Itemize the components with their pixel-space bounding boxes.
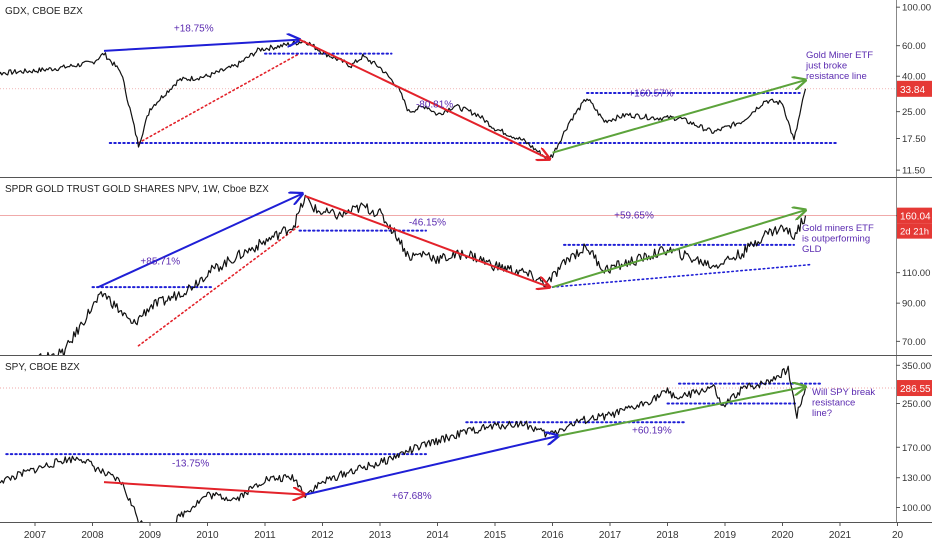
trend-arrow — [305, 436, 558, 496]
note-line: Gold Miner ETF — [806, 50, 873, 61]
arrow-label: -13.75% — [172, 458, 209, 469]
last-price-bg — [897, 380, 932, 397]
arrow-label: -46.15% — [409, 218, 446, 229]
x-tick-label: 2015 — [484, 530, 507, 541]
y-tick-label: 170.00 — [902, 443, 931, 454]
y-tick-label: 250.00 — [902, 399, 931, 410]
last-price-badge: 160.04 2d 21h — [897, 207, 932, 239]
y-tick-label: 100.00 — [902, 3, 931, 14]
x-tick-label: 2017 — [599, 530, 622, 541]
y-tick-label: 17.50 — [902, 134, 926, 145]
trend-dotted-line — [551, 263, 813, 288]
last-price-value: 33.84 — [900, 85, 925, 96]
plot-area — [38, 194, 813, 355]
note-line: is outperforming — [802, 234, 870, 245]
x-tick-label: 2009 — [139, 530, 162, 541]
note-text: Gold miners ETF is outperforming GLD — [802, 223, 874, 255]
x-tick-label: 2010 — [196, 530, 219, 541]
x-tick-label: 2020 — [771, 530, 794, 541]
trend-dotted-line — [137, 224, 301, 347]
y-tick-label: 130.00 — [902, 473, 931, 484]
y-tick-label: 110.00 — [902, 268, 930, 279]
x-tick-label: 2014 — [426, 530, 449, 541]
note-line: Will SPY break — [812, 387, 875, 398]
last-price-value: 160.04 — [900, 212, 931, 223]
trend-arrow — [552, 210, 806, 289]
y-tick-label: 70.00 — [902, 337, 926, 348]
x-tick-label: 2011 — [254, 530, 276, 541]
last-price-bg — [897, 207, 932, 224]
trend-arrow — [558, 387, 805, 437]
panel-title: SPDR GOLD TRUST GOLD SHARES NPV, 1W, Cbo… — [5, 184, 269, 195]
note-line: resistance line — [806, 71, 867, 82]
trend-arrow — [103, 481, 305, 494]
note-line: Gold miners ETF — [802, 223, 874, 234]
note-line: just broke — [805, 61, 847, 72]
trend-arrow — [299, 38, 550, 160]
panel-title: SPY, CBOE BZX — [5, 362, 80, 373]
x-tick-label: 2021 — [829, 530, 852, 541]
x-tick-label: 2008 — [81, 530, 104, 541]
panel-title: GDX, CBOE BZX — [5, 6, 83, 17]
x-tick-label: 2013 — [369, 530, 392, 541]
panel-3: 350.00 250.00 170.00 130.00 100.00 SPY, CBOE … — [0, 356, 932, 523]
price-series — [0, 40, 807, 159]
y-tick-label: 11.50 — [902, 166, 925, 177]
trend-arrow — [304, 195, 549, 287]
arrow-label: +59.65% — [614, 211, 654, 222]
x-tick-label: 2018 — [656, 530, 679, 541]
note-line: resistance — [812, 398, 855, 409]
y-tick-label: 40.00 — [902, 72, 926, 83]
y-tick-label: 100.00 — [902, 503, 931, 514]
last-price-badge: 33.84 — [897, 80, 932, 97]
y-tick-label: 60.00 — [902, 41, 926, 52]
arrow-label: +85.71% — [140, 256, 180, 267]
note-text: Will SPY break resistance line? — [812, 387, 875, 419]
x-tick-label: 2019 — [714, 530, 737, 541]
note-text: Gold Miner ETF just broke resistance line — [805, 50, 873, 82]
x-tick-label: 2012 — [311, 530, 334, 541]
x-tick-label: 20 — [892, 530, 904, 541]
plot-area — [0, 365, 824, 522]
y-tick-label: 90.00 — [902, 299, 926, 310]
arrow-label: +160.57% — [628, 88, 673, 99]
panel-1: 100.00 60.00 40.00 25.00 17.50 11.50 GDX, CBOE… — [0, 0, 932, 178]
trend-arrow — [552, 80, 806, 154]
note-line: GLD — [802, 244, 822, 255]
countdown-bg — [897, 223, 932, 239]
price-series — [0, 365, 807, 522]
x-tick-label: 2016 — [541, 530, 564, 541]
arrow-label: +67.68% — [392, 491, 432, 502]
countdown-value: 2d 21h — [900, 227, 929, 238]
x-tick-label: 2007 — [24, 530, 47, 541]
note-line: line? — [812, 408, 832, 419]
arrow-label: +60.19% — [632, 425, 672, 436]
y-tick-label: 25.00 — [902, 107, 926, 118]
trend-arrow — [103, 40, 300, 52]
arrow-label: -80.81% — [416, 99, 453, 110]
plot-area — [0, 40, 839, 159]
last-price-bg — [897, 80, 932, 97]
x-axis: 2007 2008 2009 2010 2011 2012 2013 2014 2015 2016… — [0, 522, 932, 541]
trend-dotted-line — [137, 52, 301, 144]
price-series — [38, 194, 807, 355]
y-tick-label: 350.00 — [902, 361, 931, 372]
arrow-label: +18.75% — [174, 23, 214, 34]
trend-arrow — [97, 194, 302, 289]
last-price-value: 286.55 — [900, 384, 931, 395]
last-price-badge: 286.55 — [897, 380, 932, 397]
